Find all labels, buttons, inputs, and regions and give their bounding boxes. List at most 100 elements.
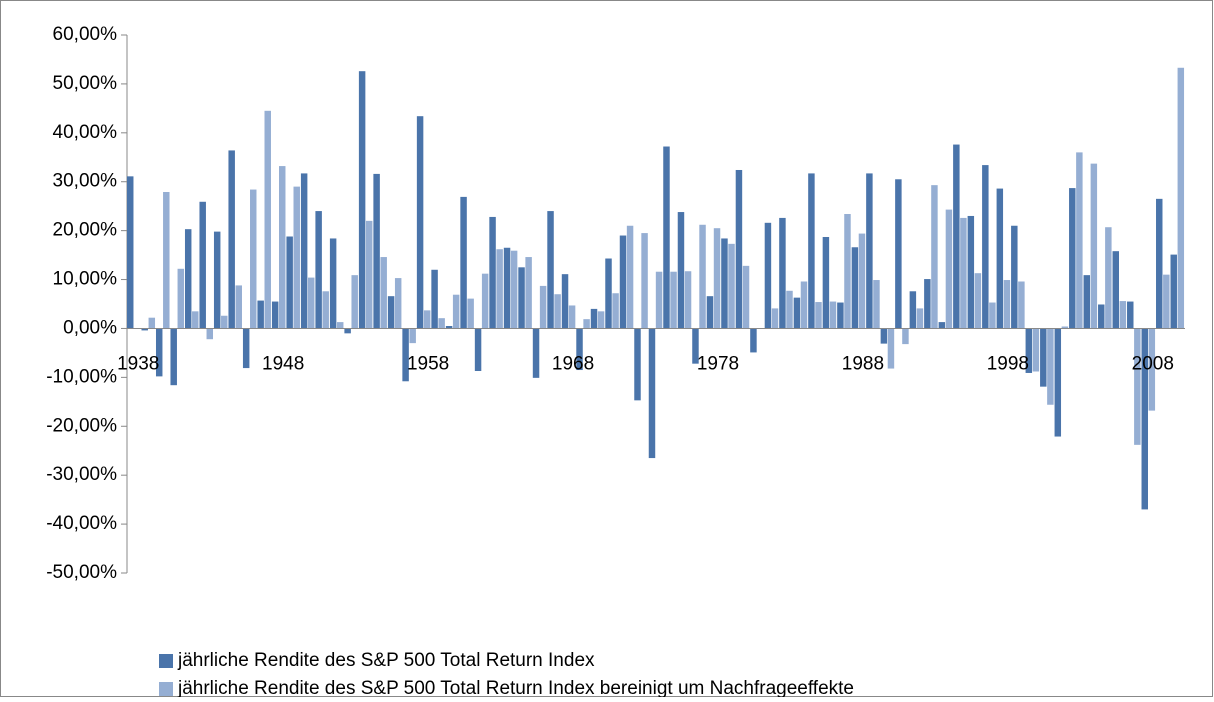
bar bbox=[242, 328, 250, 369]
bar bbox=[293, 186, 300, 329]
bar bbox=[452, 294, 460, 329]
bar bbox=[1076, 152, 1083, 329]
bar bbox=[880, 328, 888, 344]
bar bbox=[503, 247, 511, 329]
bar bbox=[931, 185, 938, 329]
bar bbox=[351, 275, 358, 329]
bar bbox=[771, 308, 779, 329]
bar bbox=[307, 277, 315, 329]
bar bbox=[670, 271, 677, 329]
bar bbox=[431, 269, 438, 329]
bar bbox=[329, 238, 337, 329]
bar bbox=[619, 235, 627, 329]
bar bbox=[1003, 280, 1011, 329]
bar bbox=[481, 273, 489, 329]
bar bbox=[938, 322, 946, 329]
legend-swatch bbox=[159, 682, 173, 696]
bar bbox=[1098, 304, 1105, 329]
bar bbox=[597, 311, 605, 329]
bar bbox=[663, 146, 670, 329]
bar bbox=[829, 301, 837, 329]
bar bbox=[1040, 328, 1047, 387]
bar bbox=[989, 302, 996, 329]
bar bbox=[539, 285, 547, 329]
bar bbox=[1047, 328, 1054, 405]
bar bbox=[822, 236, 830, 329]
bar bbox=[1083, 275, 1091, 329]
legend-label: jährliche Rendite des S&P 500 Total Retu… bbox=[177, 650, 595, 671]
bar bbox=[547, 211, 554, 329]
bar bbox=[728, 243, 735, 329]
bar bbox=[967, 215, 975, 329]
bar bbox=[793, 297, 801, 329]
x-tick-label: 1998 bbox=[987, 353, 1029, 374]
bar bbox=[271, 301, 279, 329]
bar bbox=[1177, 67, 1185, 329]
bar bbox=[764, 222, 772, 329]
bar bbox=[634, 328, 641, 401]
bar bbox=[576, 328, 583, 371]
bar bbox=[300, 173, 308, 329]
bar bbox=[873, 280, 880, 329]
bar bbox=[858, 233, 866, 329]
bar bbox=[721, 238, 728, 329]
bar bbox=[815, 302, 822, 329]
x-tick-label: 1938 bbox=[117, 353, 159, 374]
bar bbox=[677, 212, 685, 329]
bar bbox=[909, 291, 917, 329]
bar bbox=[1112, 251, 1120, 329]
bar bbox=[561, 274, 569, 329]
bar bbox=[1090, 163, 1098, 329]
bar bbox=[750, 328, 757, 353]
bar bbox=[322, 291, 329, 329]
x-tick-label: 1948 bbox=[262, 353, 304, 374]
y-tick-label: -40,00% bbox=[46, 513, 117, 534]
bar bbox=[1011, 225, 1018, 329]
bar bbox=[605, 258, 612, 329]
bar bbox=[344, 328, 351, 334]
bar bbox=[902, 328, 909, 345]
y-tick-label: -20,00% bbox=[46, 415, 117, 436]
bar bbox=[779, 217, 786, 329]
bar bbox=[742, 265, 750, 329]
bar bbox=[460, 196, 467, 329]
bar bbox=[641, 233, 648, 329]
bar bbox=[612, 293, 619, 329]
bar bbox=[924, 279, 931, 329]
bar bbox=[250, 189, 257, 329]
bar bbox=[235, 285, 242, 329]
bar bbox=[706, 296, 714, 329]
bar bbox=[228, 150, 235, 329]
bar bbox=[315, 211, 322, 329]
bar bbox=[163, 191, 170, 329]
legend-label: jährliche Rendite des S&P 500 Total Retu… bbox=[177, 678, 854, 697]
bar bbox=[735, 169, 743, 329]
x-tick-label: 1988 bbox=[842, 353, 884, 374]
bar bbox=[568, 305, 576, 329]
y-tick-label: 60,00% bbox=[53, 24, 118, 45]
bar bbox=[445, 326, 453, 329]
bar bbox=[692, 328, 699, 364]
bar bbox=[380, 257, 387, 329]
bar bbox=[206, 328, 214, 340]
bar bbox=[387, 296, 395, 329]
bar bbox=[837, 302, 844, 329]
bar bbox=[554, 294, 561, 329]
y-tick-label: 10,00% bbox=[53, 269, 118, 290]
bar bbox=[1032, 328, 1040, 372]
bar bbox=[358, 71, 366, 329]
bar bbox=[844, 214, 851, 329]
bar bbox=[510, 250, 518, 329]
bar bbox=[467, 298, 474, 329]
bar bbox=[438, 318, 445, 329]
bar bbox=[583, 319, 590, 329]
bar bbox=[982, 165, 989, 329]
x-tick-label: 2008 bbox=[1132, 353, 1174, 374]
bar bbox=[1069, 188, 1076, 329]
bar bbox=[402, 328, 409, 382]
y-tick-label: 50,00% bbox=[53, 73, 118, 94]
bar bbox=[394, 278, 402, 329]
bar bbox=[590, 308, 598, 329]
x-tick-label: 1978 bbox=[697, 353, 739, 374]
